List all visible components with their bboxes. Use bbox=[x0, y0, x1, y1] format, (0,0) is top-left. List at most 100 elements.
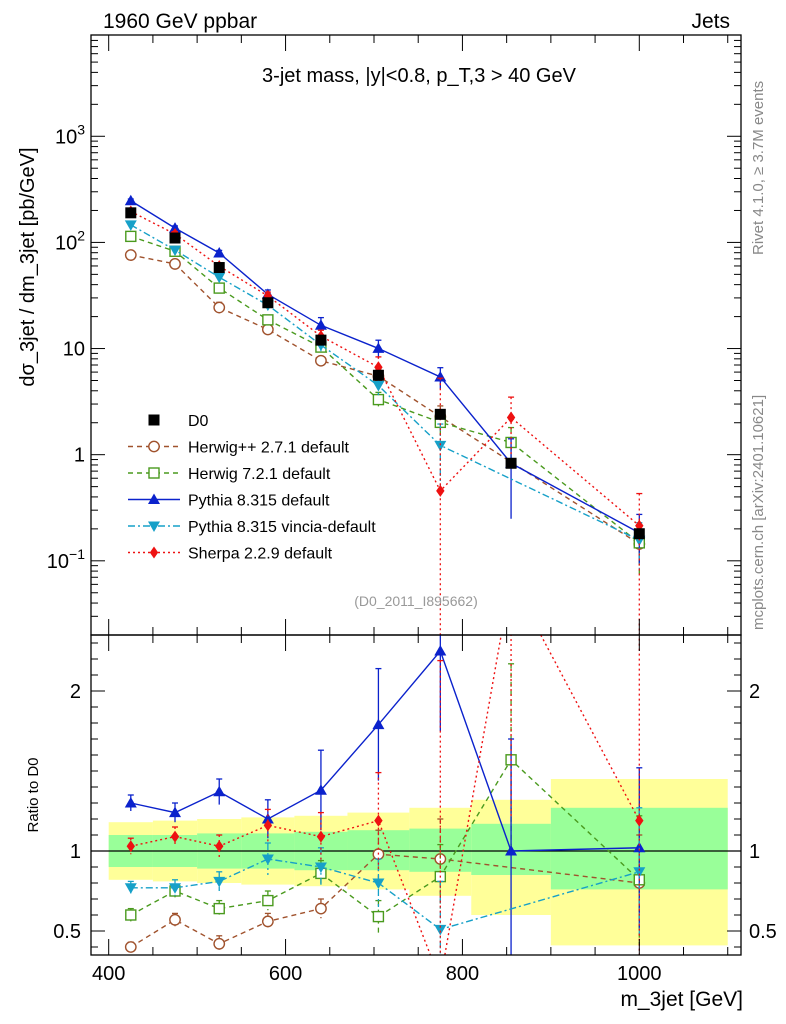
y-tick-label-main: 1 bbox=[74, 445, 85, 467]
main-point bbox=[372, 393, 385, 406]
data-point bbox=[315, 334, 327, 346]
main-point bbox=[436, 484, 445, 497]
ratio-point bbox=[261, 813, 274, 824]
y-axis-label-ratio: Ratio to D0 bbox=[25, 757, 42, 832]
main-point bbox=[124, 194, 137, 206]
ratio-point bbox=[263, 819, 273, 832]
legend-marker bbox=[148, 467, 160, 479]
ratio-point bbox=[434, 645, 447, 656]
main-point bbox=[213, 282, 225, 294]
ratio-tick-label-right: 2 bbox=[749, 681, 760, 703]
ratio-point bbox=[125, 909, 137, 921]
legend-marker bbox=[148, 440, 160, 453]
data-point bbox=[372, 369, 384, 381]
x-tick-label: 800 bbox=[446, 963, 479, 985]
ratio-point bbox=[507, 573, 515, 585]
legend-marker bbox=[148, 521, 160, 532]
legend-entry: Herwig++ 2.7.1 default bbox=[128, 440, 350, 457]
ratio-point bbox=[434, 924, 447, 936]
mcplots-label: mcplots.cern.ch [arXiv:2401.10621] bbox=[750, 395, 767, 630]
ratio-tick-label-left: 1 bbox=[70, 841, 81, 863]
main-point bbox=[169, 222, 182, 233]
header-energy-label: 1960 GeV ppbar bbox=[103, 10, 257, 33]
ratio-point bbox=[374, 814, 383, 827]
main-point bbox=[261, 323, 274, 336]
data-series bbox=[125, 207, 645, 540]
x-axis-label: m_3jet [GeV] bbox=[620, 988, 743, 1011]
data-point bbox=[434, 408, 446, 420]
ratio-point bbox=[316, 830, 326, 843]
ratio-point bbox=[170, 830, 180, 843]
ratio-point bbox=[124, 941, 137, 953]
ratio-point bbox=[372, 910, 385, 923]
ratio-point bbox=[213, 937, 226, 950]
main-series bbox=[124, 220, 646, 569]
ratio-point bbox=[215, 840, 224, 853]
ratio-point bbox=[261, 854, 274, 865]
ratio-tick-label-right: 0.5 bbox=[749, 921, 777, 943]
y-tick-label-main: 103 bbox=[55, 121, 85, 148]
main-series-line bbox=[130, 235, 640, 544]
ratio-point bbox=[213, 876, 226, 888]
ratio-point bbox=[633, 867, 646, 878]
data-point bbox=[213, 262, 225, 274]
legend-label: Pythia 8.315 vincia-default bbox=[188, 519, 376, 536]
analysis-id-label: (D0_2011_I895662) bbox=[354, 593, 478, 609]
legend-label: Pythia 8.315 default bbox=[188, 493, 330, 510]
legend-label: D0 bbox=[188, 413, 209, 430]
legend-entry: Pythia 8.315 default bbox=[128, 493, 330, 510]
main-series-line bbox=[130, 254, 640, 545]
ratio-point bbox=[436, 975, 444, 987]
legend-entry: Sherpa 2.2.9 default bbox=[128, 546, 333, 563]
ratio-point bbox=[213, 902, 225, 915]
ratio-series bbox=[124, 818, 646, 953]
main-panel: 10−1 1 10 102 103 3-jet mass, |y|<0.8, p_T,3… bbox=[17, 34, 742, 636]
legend-label: Sherpa 2.2.9 default bbox=[188, 546, 333, 563]
legend-entry: Pythia 8.315 vincia-default bbox=[128, 519, 376, 536]
ratio-axis-ticks: 0.5 0.5 1 1 2 2 bbox=[53, 642, 777, 948]
main-point bbox=[314, 319, 327, 330]
main-point bbox=[434, 440, 447, 452]
main-point bbox=[125, 230, 137, 243]
x-tick-label: 600 bbox=[269, 963, 302, 985]
ratio-panel: 0.5 0.5 1 1 2 2 Ratio to D0 bbox=[25, 573, 777, 987]
ratio-point bbox=[213, 785, 226, 797]
data-point bbox=[633, 528, 645, 540]
ratio-series-line bbox=[130, 853, 640, 948]
ratio-series bbox=[126, 573, 644, 987]
ratio-point bbox=[372, 718, 385, 730]
data-point bbox=[262, 297, 274, 309]
y-tick-label-main: 10 bbox=[63, 339, 85, 361]
x-tick-label: 1000 bbox=[617, 963, 662, 985]
main-point bbox=[169, 258, 181, 270]
x-axis-ticks: 400 600 800 1000 bbox=[92, 35, 729, 985]
ratio-tick-label-left: 0.5 bbox=[53, 921, 81, 943]
ratio-point bbox=[633, 841, 646, 853]
ratio-point bbox=[314, 862, 327, 873]
legend-entry: D0 bbox=[148, 413, 209, 430]
ratio-point bbox=[169, 883, 182, 894]
y-tick-label-main: 102 bbox=[55, 227, 85, 254]
main-point bbox=[124, 249, 137, 261]
legend-label: Herwig++ 2.7.1 default bbox=[188, 440, 350, 457]
main-point bbox=[213, 301, 226, 314]
ratio-panel-frame bbox=[90, 634, 742, 956]
main-point bbox=[169, 245, 182, 257]
main-plot-content bbox=[124, 194, 646, 635]
ratio-point bbox=[505, 845, 518, 856]
ratio-point bbox=[126, 840, 135, 853]
ratio-point bbox=[372, 878, 385, 889]
ratio-point bbox=[315, 902, 327, 915]
y-tick-label-main: 10−1 bbox=[47, 546, 85, 573]
main-point bbox=[372, 381, 385, 392]
main-point bbox=[213, 247, 226, 258]
ratio-point bbox=[635, 814, 644, 827]
x-tick-label: 400 bbox=[92, 963, 125, 985]
ratio-series-line bbox=[130, 635, 640, 955]
main-point bbox=[262, 314, 274, 326]
ratio-uncertainty-bands bbox=[108, 779, 728, 946]
ratio-series-line bbox=[130, 858, 640, 931]
legend-marker bbox=[148, 493, 160, 504]
header-jets-label: Jets bbox=[691, 10, 730, 33]
